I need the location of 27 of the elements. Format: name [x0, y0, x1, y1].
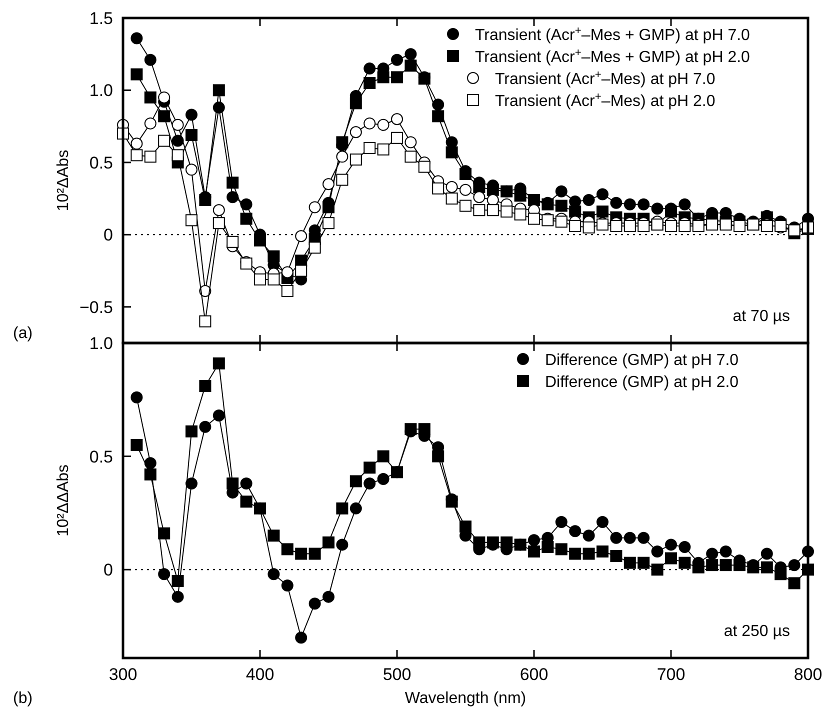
x-tick-label: 400	[246, 665, 274, 684]
y-tick-label: 0.5	[89, 447, 113, 466]
annotation: at 250 µs	[724, 623, 790, 640]
legend-label: Transient (Acr$^{+}$–Mes) at pH 7.0	[495, 69, 716, 88]
y-tick-label: 1.0	[89, 334, 113, 353]
y-axis-title: 10²ΔΔAbs	[55, 464, 72, 537]
x-tick-label: 600	[520, 665, 548, 684]
annotation: at 70 µs	[732, 308, 790, 325]
text: (a)	[13, 325, 33, 342]
y-tick-label: 1.0	[89, 81, 113, 100]
y-axis-title: 10²ΔAbs	[55, 150, 72, 212]
y-tick-label: 0	[104, 560, 113, 580]
x-tick-label: 700	[656, 665, 686, 684]
y-tick-label: 0	[104, 226, 113, 245]
y-tick-label: −0.5	[79, 298, 113, 317]
legend-label: Difference (GMP) at pH 7.0	[545, 352, 739, 369]
legend-label: Transient (Acr$^{+}$–Mes + GMP) at pH 2.0	[475, 47, 750, 66]
x-tick-label: 500	[382, 665, 412, 684]
text: (b)	[13, 690, 33, 707]
legend-label: Difference (GMP) at pH 2.0	[545, 374, 739, 391]
legend-label: Transient (Acr$^{+}$–Mes) at pH 2.0	[495, 91, 716, 110]
x-tick-label: 800	[794, 665, 822, 684]
x-tick-label: 300	[108, 665, 138, 684]
x-axis-title: Wavelength (nm)	[404, 690, 526, 707]
y-tick-label: 0.5	[89, 153, 113, 172]
legend-label: Transient (Acr$^{+}$–Mes + GMP) at pH 7.0	[475, 25, 750, 44]
y-tick-label: 1.5	[89, 9, 113, 28]
